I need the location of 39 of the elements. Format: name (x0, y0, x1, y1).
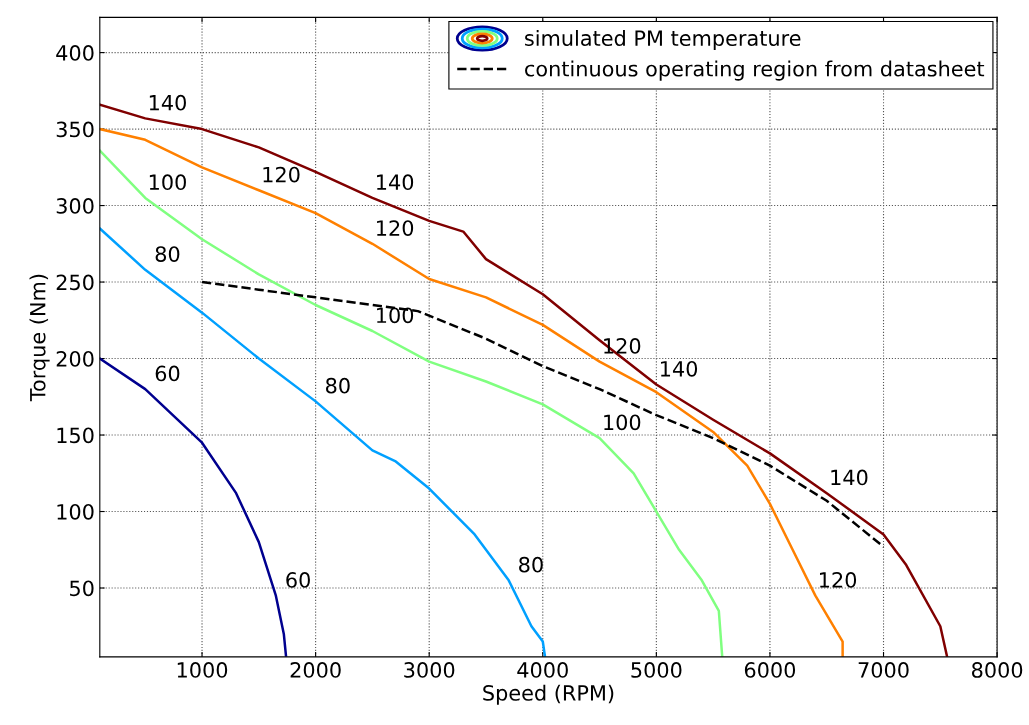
annotation: 120 (820, 572, 857, 588)
x-tick-label: 6000 (744, 662, 796, 678)
y-tick-label: 150 (57, 427, 94, 444)
line-series (99, 149, 724, 657)
annotation: 60 (155, 365, 180, 382)
x-axis-title: Speed (RPM) (483, 684, 614, 705)
annotation: 100 (377, 307, 414, 324)
annotation: 100 (604, 414, 641, 431)
x-tick-label: 7000 (858, 662, 909, 678)
y-tick-label: 200 (56, 350, 94, 367)
x-tick-label: 2000 (290, 662, 341, 678)
x-tick-label: 1000 (177, 662, 228, 678)
legend-title: simulated PM temperature (525, 29, 801, 51)
x-tick-label: 5000 (631, 662, 682, 678)
annotation: 140 (377, 174, 414, 191)
y-tick-label: 100 (57, 503, 94, 520)
legend-label: continuous operating region from datasheet (525, 60, 985, 81)
annotation: 100 (149, 174, 186, 191)
annotation: 80 (519, 556, 543, 573)
line-series (99, 357, 288, 657)
y-tick-label: 350 (56, 121, 94, 138)
annotation: 80 (155, 246, 180, 262)
y-tick-label: 50 (70, 580, 94, 597)
y-axis-title: Torque (Nm) (29, 274, 50, 402)
line-series (200, 280, 885, 548)
y-tick-label: 300 (56, 198, 94, 214)
annotation: 120 (604, 338, 641, 354)
annotation: 80 (326, 377, 350, 394)
x-tick-label: 8000 (972, 662, 1023, 678)
annotation: 140 (149, 94, 186, 111)
y-tick-label: 250 (56, 274, 94, 291)
x-tick-label: 3000 (404, 662, 455, 678)
y-tick-label: 400 (56, 45, 94, 61)
x-tick-label: 4000 (517, 662, 568, 678)
annotation: 140 (831, 469, 868, 486)
annotation: 60 (286, 572, 310, 588)
annotation: 120 (263, 166, 300, 183)
annotation: 120 (377, 220, 414, 236)
annotation: 140 (660, 360, 698, 377)
